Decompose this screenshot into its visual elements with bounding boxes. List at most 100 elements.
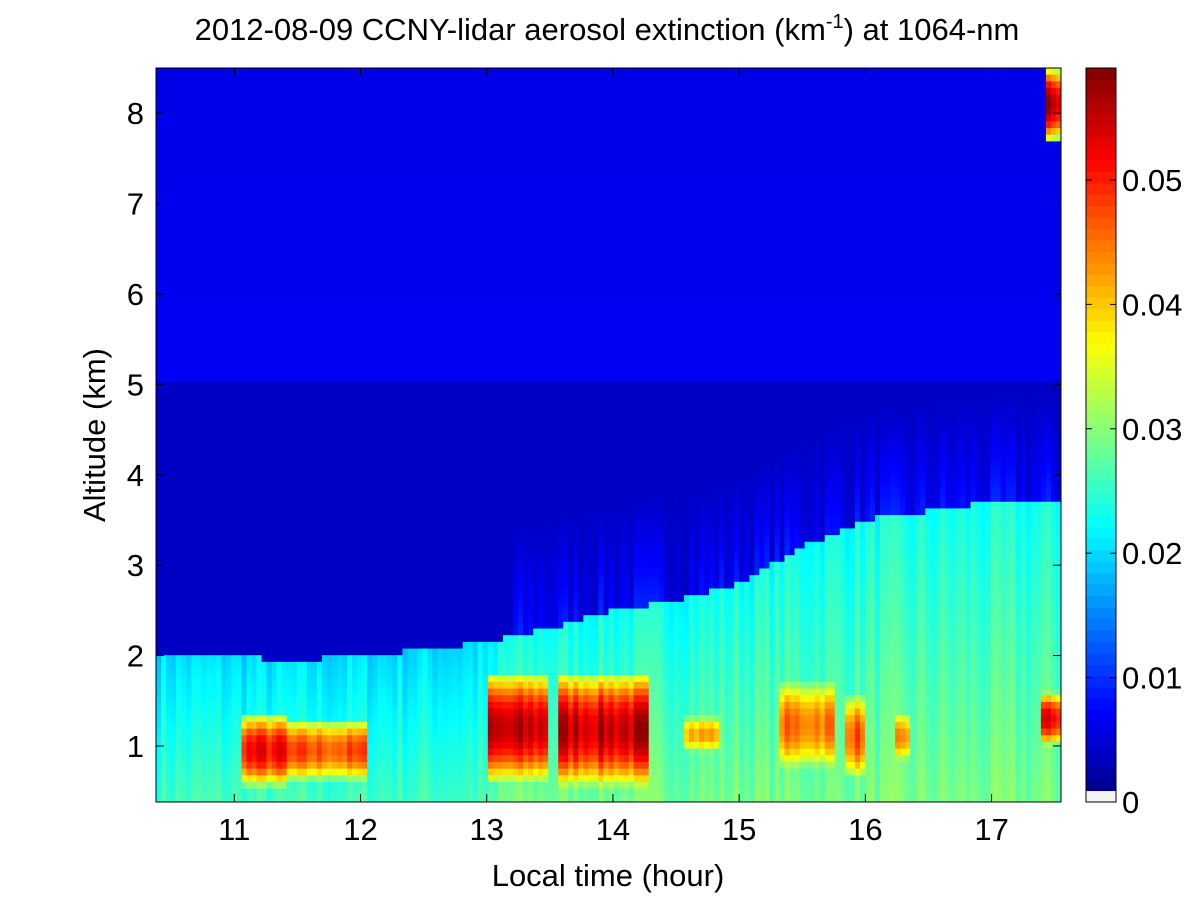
heatmap-cell xyxy=(372,302,378,309)
heatmap-cell xyxy=(287,555,293,562)
heatmap-cell xyxy=(216,275,222,282)
heatmap-cell xyxy=(322,749,328,756)
heatmap-cell xyxy=(186,475,192,482)
heatmap-cell xyxy=(297,548,303,555)
heatmap-cell xyxy=(221,362,227,369)
heatmap-cell xyxy=(357,755,363,762)
heatmap-cell xyxy=(282,435,288,442)
heatmap-cell xyxy=(272,302,278,309)
heatmap-cell xyxy=(156,115,162,122)
heatmap-cell xyxy=(272,148,278,155)
heatmap-cell xyxy=(332,669,338,676)
heatmap-cell xyxy=(267,669,273,676)
heatmap-cell xyxy=(186,702,192,709)
heatmap-cell xyxy=(292,322,298,329)
heatmap-cell xyxy=(372,168,378,175)
heatmap-cell xyxy=(181,555,187,562)
heatmap-cell xyxy=(252,749,258,756)
heatmap-cell xyxy=(262,755,268,762)
heatmap-cell xyxy=(211,462,217,469)
heatmap-cell xyxy=(322,168,328,175)
heatmap-cell xyxy=(372,722,378,729)
heatmap-cell xyxy=(317,322,323,329)
heatmap-cell xyxy=(287,161,293,168)
heatmap-cell xyxy=(201,235,207,242)
heatmap-cell xyxy=(367,495,373,502)
heatmap-cell xyxy=(352,775,358,782)
heatmap-cell xyxy=(272,448,278,455)
heatmap-cell xyxy=(317,181,323,188)
heatmap-cell xyxy=(357,595,363,602)
heatmap-cell xyxy=(352,435,358,442)
heatmap-cell xyxy=(287,669,293,676)
heatmap-cell xyxy=(282,75,288,82)
heatmap-cell xyxy=(272,255,278,262)
heatmap-cell xyxy=(252,215,258,222)
heatmap-cell xyxy=(186,435,192,442)
heatmap-cell xyxy=(171,642,177,649)
heatmap-cell xyxy=(337,362,343,369)
heatmap-cell xyxy=(272,422,278,429)
heatmap-cell xyxy=(257,629,263,636)
heatmap-cell xyxy=(161,328,167,335)
heatmap-cell xyxy=(367,308,373,315)
heatmap-cell xyxy=(362,789,368,796)
heatmap-cell xyxy=(191,408,197,415)
heatmap-cell xyxy=(247,435,253,442)
heatmap-cell xyxy=(191,235,197,242)
heatmap-cell xyxy=(372,188,378,195)
heatmap-cell xyxy=(307,181,313,188)
heatmap-cell xyxy=(201,241,207,248)
heatmap-cell xyxy=(377,75,383,82)
heatmap-cell xyxy=(176,235,182,242)
heatmap-cell xyxy=(186,355,192,362)
heatmap-cell xyxy=(257,95,263,102)
heatmap-cell xyxy=(191,115,197,122)
heatmap-cell xyxy=(367,762,373,769)
heatmap-cell xyxy=(267,208,273,215)
heatmap-cell xyxy=(337,602,343,609)
heatmap-cell xyxy=(166,368,172,375)
heatmap-cell xyxy=(357,435,363,442)
heatmap-cell xyxy=(257,515,263,522)
heatmap-cell xyxy=(312,635,318,642)
heatmap-cell xyxy=(372,201,378,208)
heatmap-cell xyxy=(342,588,348,595)
heatmap-cell xyxy=(231,455,237,462)
heatmap-cell xyxy=(287,535,293,542)
heatmap-cell xyxy=(322,208,328,215)
heatmap-cell xyxy=(287,322,293,329)
heatmap-cell xyxy=(161,515,167,522)
heatmap-cell xyxy=(372,161,378,168)
heatmap-cell xyxy=(322,402,328,409)
heatmap-cell xyxy=(337,428,343,435)
heatmap-cell xyxy=(196,221,202,228)
heatmap-cell xyxy=(312,555,318,562)
heatmap-cell xyxy=(282,782,288,789)
heatmap-cell xyxy=(221,502,227,509)
heatmap-cell xyxy=(272,548,278,555)
heatmap-cell xyxy=(292,475,298,482)
heatmap-cell xyxy=(206,448,212,455)
heatmap-cell xyxy=(357,168,363,175)
heatmap-cell xyxy=(327,235,333,242)
heatmap-cell xyxy=(196,81,202,88)
heatmap-cell xyxy=(171,495,177,502)
heatmap-cell xyxy=(196,535,202,542)
heatmap-cell xyxy=(297,155,303,162)
heatmap-cell xyxy=(277,308,283,315)
heatmap-cell xyxy=(221,608,227,615)
heatmap-cell xyxy=(322,495,328,502)
heatmap-cell xyxy=(211,755,217,762)
heatmap-cell xyxy=(342,135,348,142)
heatmap-cell xyxy=(176,141,182,148)
heatmap-cell xyxy=(181,622,187,629)
heatmap-cell xyxy=(262,322,268,329)
heatmap-cell xyxy=(307,669,313,676)
heatmap-cell xyxy=(191,255,197,262)
heatmap-cell xyxy=(272,402,278,409)
heatmap-cell xyxy=(186,422,192,429)
heatmap-cell xyxy=(317,175,323,182)
heatmap-cell xyxy=(282,428,288,435)
heatmap-cell xyxy=(357,575,363,582)
